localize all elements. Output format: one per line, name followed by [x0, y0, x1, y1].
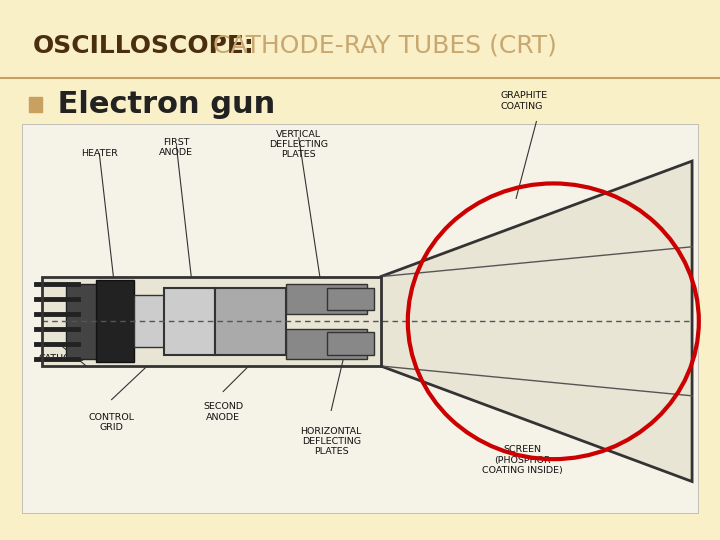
- Text: CATHODE: CATHODE: [38, 354, 84, 363]
- Text: CONTROL
GRID: CONTROL GRID: [89, 413, 135, 433]
- Polygon shape: [327, 288, 374, 310]
- Text: Electron gun: Electron gun: [47, 90, 275, 119]
- Polygon shape: [286, 329, 367, 359]
- Text: GRAPHITE
COATING: GRAPHITE COATING: [500, 91, 547, 111]
- Text: SCREEN
(PHOSPHOR
COATING INSIDE): SCREEN (PHOSPHOR COATING INSIDE): [482, 446, 562, 475]
- Polygon shape: [66, 284, 107, 359]
- Text: HORIZONTAL
DEFLECTING
PLATES: HORIZONTAL DEFLECTING PLATES: [300, 427, 362, 456]
- Polygon shape: [96, 280, 134, 362]
- Polygon shape: [327, 333, 374, 355]
- Bar: [22, 124, 698, 513]
- Polygon shape: [215, 288, 286, 355]
- Text: SECOND
ANODE: SECOND ANODE: [203, 402, 243, 422]
- Text: OSCILLOSCOPE:: OSCILLOSCOPE:: [32, 34, 254, 58]
- Text: HEATER: HEATER: [81, 148, 118, 158]
- Text: VERTICAL
DEFLECTING
PLATES: VERTICAL DEFLECTING PLATES: [269, 130, 328, 159]
- Polygon shape: [164, 288, 215, 355]
- Text: CATHODE-RAY TUBES (CRT): CATHODE-RAY TUBES (CRT): [205, 34, 557, 58]
- Polygon shape: [42, 276, 381, 366]
- Polygon shape: [286, 284, 367, 314]
- Polygon shape: [134, 295, 164, 347]
- Text: FIRST
ANODE: FIRST ANODE: [159, 138, 194, 157]
- Polygon shape: [381, 161, 692, 482]
- Bar: [29, 97, 42, 112]
